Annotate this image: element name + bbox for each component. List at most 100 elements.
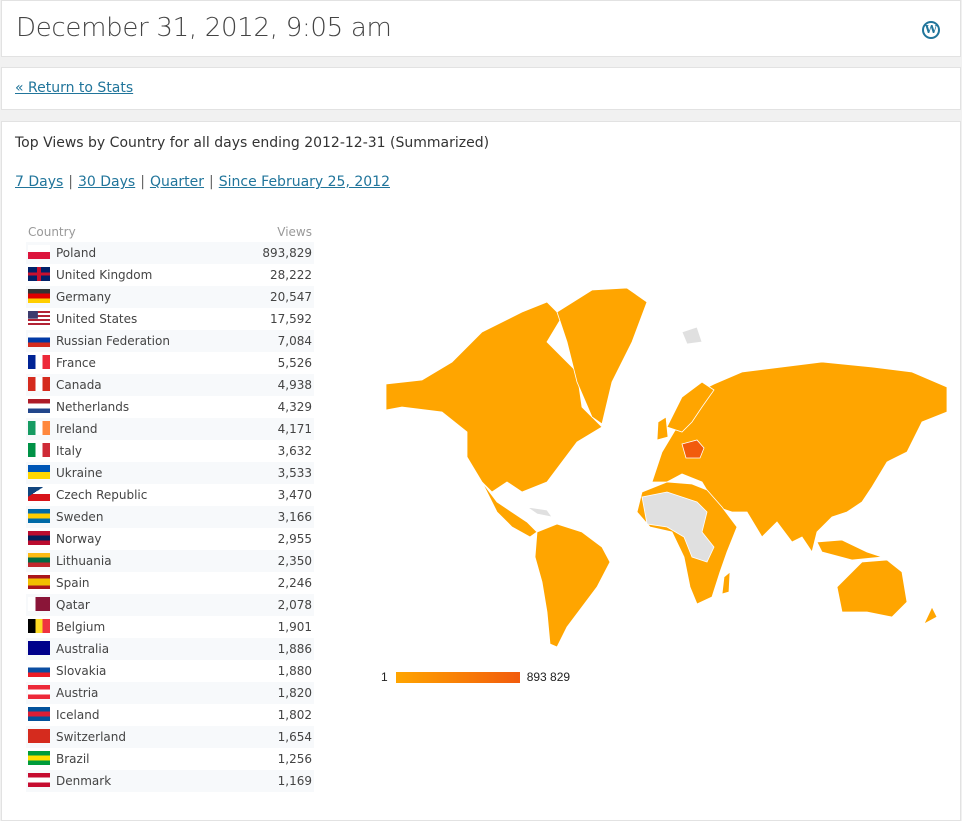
separator: | [209,174,214,190]
views-cell: 893,829 [236,242,314,264]
flag-icon [28,575,50,590]
period-since-start[interactable]: Since February 25, 2012 [218,174,390,190]
views-cell: 2,078 [236,594,314,616]
table-row: Australia 1,886 [26,638,314,660]
country-cell: Australia [26,638,237,660]
views-cell: 1,169 [236,770,314,792]
country-cell: Poland [26,242,237,264]
country-name: Belgium [56,619,106,634]
map-indonesia [816,539,883,561]
country-cell: Brazil [26,748,237,770]
table-row: Germany 20,547 [26,286,314,308]
country-name: Czech Republic [56,487,148,502]
country-cell: Sweden [26,506,237,528]
country-name: Canada [56,377,102,392]
views-cell: 1,820 [236,682,314,704]
flag-icon [28,619,50,634]
country-cell: Belgium [26,616,237,638]
separator: | [140,174,145,190]
country-cell: Slovakia [26,660,237,682]
views-cell: 1,256 [277,752,312,766]
flag-icon [28,729,50,744]
views-cell: 4,938 [236,374,314,396]
country-name: Norway [56,531,102,546]
table-row: Sweden 3,166 [26,506,314,528]
country-name: United States [56,311,138,326]
country-name: Italy [56,443,83,458]
table-row: Slovakia 1,880 [26,660,314,682]
map-poland-highlight [681,439,705,459]
flag-icon [28,333,50,348]
views-cell: 17,592 [270,312,312,326]
country-name: Ukraine [56,465,103,480]
map-greenland [556,287,648,425]
flag-icon [28,509,50,524]
table-row: Spain 2,246 [26,572,314,594]
table-row: Ukraine 3,533 [26,462,314,484]
country-name: Ireland [56,421,98,436]
views-cell: 2,350 [236,550,314,572]
table-row: Norway 2,955 [26,528,314,550]
flag-icon [28,707,50,722]
views-cell: 3,470 [277,488,312,502]
return-to-stats-link[interactable]: « Return to Stats [15,80,134,96]
flag-icon [28,421,50,436]
country-name: Slovakia [56,663,107,678]
flag-icon [28,443,50,458]
legend-max: 893 829 [526,670,571,684]
country-name: Spain [56,575,90,590]
map-eurasia [651,361,948,553]
views-cell: 1,654 [236,726,314,748]
map-no-data-svalbard [681,326,703,345]
country-cell: Norway [26,528,237,550]
country-cell: United Kingdom [26,264,237,286]
views-cell: 1,880 [277,664,312,678]
period-quarter[interactable]: Quarter [149,174,205,190]
country-name: France [56,355,96,370]
views-cell: 2,955 [277,532,312,546]
table-row: Russian Federation 7,084 [26,330,314,352]
map-australia [836,559,908,618]
wordpress-icon[interactable]: W [922,21,940,39]
period-30-days[interactable]: 30 Days [78,174,136,190]
country-cell: Netherlands [26,396,237,418]
page-title: December 31, 2012, 9:05 am [16,13,392,43]
country-cell: Russian Federation [26,330,237,352]
country-name: Switzerland [56,729,126,744]
country-cell: Iceland [26,704,237,726]
map-legend: 1 893 829 [381,670,570,684]
country-name: Australia [56,641,110,656]
country-name: Iceland [56,707,100,722]
country-name: Austria [56,685,99,700]
views-cell: 1,901 [277,620,312,634]
period-7-days[interactable]: 7 Days [15,174,64,190]
country-cell: Lithuania [26,550,237,572]
legend-gradient [395,671,520,683]
country-name: Brazil [56,751,90,766]
flag-icon [28,487,50,502]
table-row: United Kingdom 28,222 [26,264,314,286]
views-cell: 3,632 [277,444,312,458]
country-name: Sweden [56,509,104,524]
flag-icon [28,311,50,326]
flag-icon [28,267,50,282]
views-cell: 28,222 [270,268,312,282]
country-cell: Italy [26,440,237,462]
table-row: Brazil 1,256 [26,748,314,770]
country-table: Country Views Poland 893,829 United Kingdom… [26,222,314,792]
views-cell: 4,329 [277,400,312,414]
table-row: Poland 893,829 [26,242,314,264]
views-cell: 3,166 [236,506,314,528]
country-name: Qatar [56,597,90,612]
table-row: Iceland 1,802 [26,704,314,726]
table-row: Austria 1,820 [26,682,314,704]
country-cell: Austria [26,682,237,704]
flag-icon [28,553,50,568]
world-map[interactable] [377,282,957,662]
map-no-data-africa [641,491,715,563]
table-row: France 5,526 [26,352,314,374]
flag-icon [28,531,50,546]
views-cell: 1,886 [236,638,314,660]
table-row: Ireland 4,171 [26,418,314,440]
map-no-data-caribbean [526,506,553,518]
